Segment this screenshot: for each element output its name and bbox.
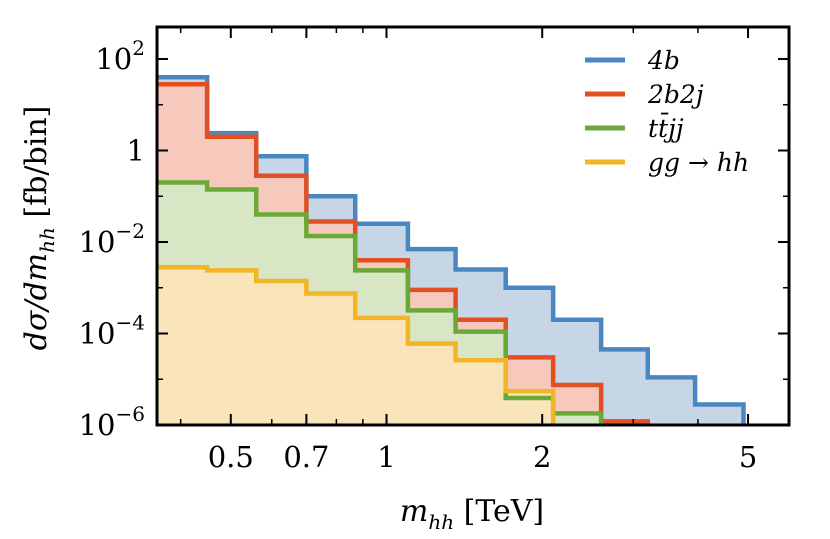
legend-label-4b: 4b bbox=[647, 46, 680, 75]
x-axis-title: mhh [TeV] bbox=[400, 494, 544, 534]
plot-frame bbox=[155, 25, 791, 427]
x-tick-label-3: 2 bbox=[533, 440, 551, 474]
series-fill-gg-hh-3 bbox=[157, 267, 554, 425]
y-tick-label-0: 10−6 bbox=[79, 402, 145, 442]
legend-label-gg-hh: gg → hh bbox=[648, 148, 749, 177]
x-axis-title-subscript: hh bbox=[428, 510, 454, 534]
y-tick-label-3: 1 bbox=[127, 133, 145, 167]
legend-label-tt-jj: tt̄jj bbox=[648, 114, 684, 143]
y-axis-title-main: dσ/dm bbox=[19, 253, 54, 350]
y-tick-label-1: 10−4 bbox=[79, 310, 145, 350]
x-axis-title-unit: [TeV] bbox=[454, 494, 544, 529]
series-line-gg-hh-3 bbox=[157, 265, 556, 425]
y-axis-title-unit: [fb/bin] bbox=[19, 106, 54, 227]
legend-label-2b2j: 2b2j bbox=[647, 80, 704, 109]
series-lines bbox=[157, 74, 746, 425]
y-tick-label-4: 102 bbox=[95, 36, 145, 76]
x-axis-title-symbol: m bbox=[400, 494, 428, 529]
x-tick-label-2: 1 bbox=[377, 440, 395, 474]
x-tick-label-4: 5 bbox=[739, 440, 757, 474]
y-axis-title-subscript: hh bbox=[35, 227, 59, 253]
legend: 4b 2b2j tt̄jj gg → hh bbox=[585, 46, 749, 177]
x-tick-label-1: 0.7 bbox=[283, 440, 329, 474]
axes: 0.5 0.7 1 2 5 10−6 10−4 10−2 1 102 bbox=[79, 25, 791, 474]
x-tick-label-0: 0.5 bbox=[208, 440, 254, 474]
y-axis-title: dσ/dmhh [fb/bin] bbox=[19, 106, 59, 351]
y-tick-label-2: 10−2 bbox=[79, 219, 145, 259]
